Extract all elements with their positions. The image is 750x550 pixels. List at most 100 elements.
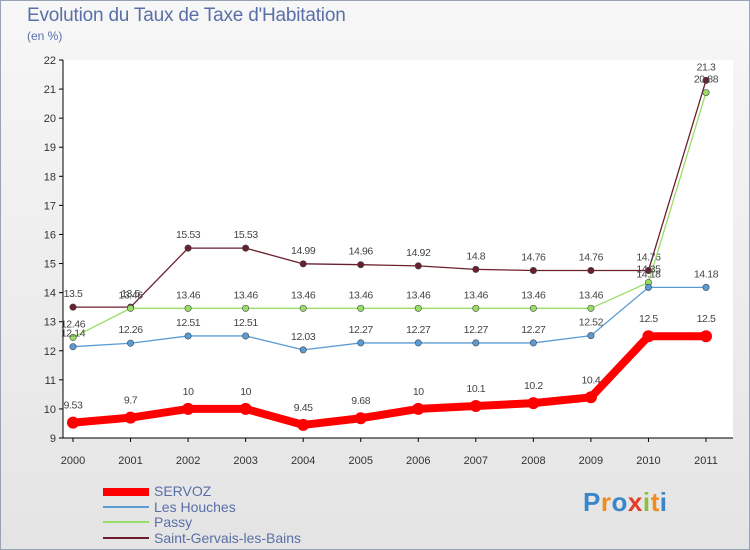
data-point [584,391,597,404]
logo-letter: t [650,487,660,517]
data-label: 20.88 [694,74,719,86]
data-point [702,89,710,97]
data-label: 9.7 [124,395,138,407]
data-point [700,330,712,343]
data-point [357,304,365,312]
data-point [299,304,307,312]
y-tick-label: 15 [44,259,56,271]
logo-letter: r [600,487,612,517]
legend-label-passy: Passy [154,514,193,530]
series-servoz: 9.53 9.7 10 10 9.45 9.68 10 10.1 10.2 10.4 12.5 12.… [64,313,716,431]
legend-swatch-passy [103,521,149,523]
data-point [299,260,307,268]
y-tick-label: 19 [44,142,56,154]
proxiti-logo: Proxiti [583,487,667,518]
data-label: 9.68 [351,395,370,407]
data-point [472,265,480,273]
data-label: 10.4 [581,374,600,386]
x-tick-label: 2011 [694,455,718,467]
data-point [69,343,77,351]
data-label: 14.35 [636,263,661,275]
data-label: 12.5 [697,313,716,325]
data-point [127,304,135,312]
legend-label-servoz: SERVOZ [154,483,212,499]
data-label: 12.27 [349,324,374,336]
series-line [72,91,707,339]
data-label: 12.46 [61,318,86,330]
y-tick-label: 9 [50,433,56,445]
data-label: 12.27 [464,324,489,336]
data-point [124,411,137,424]
data-label: 10.2 [524,380,543,392]
data-point [182,402,195,415]
data-point [242,332,250,340]
legend-swatch-saint-gervais [103,536,149,539]
data-point [702,283,710,291]
y-tick-label: 11 [45,375,56,387]
logo-letter: o [611,487,628,517]
data-point [529,304,537,312]
y-tick-label: 12 [44,346,56,358]
chart-subtitle: (en %) [27,29,63,43]
data-label: 14.18 [636,268,661,280]
data-point [529,339,537,347]
logo-letter: i [659,487,668,517]
data-point [242,244,250,252]
data-label: 14.18 [694,268,719,280]
y-tick-label: 17 [44,200,56,212]
data-point [414,304,422,312]
data-point [587,267,595,275]
data-label: 10 [240,386,251,398]
data-point [472,304,480,312]
data-point [69,303,77,311]
data-point [412,402,425,415]
data-label: 12.5 [639,313,658,325]
data-label: 12.27 [406,324,431,336]
data-point [587,304,595,312]
data-label: 14.96 [349,246,374,258]
x-tick-label: 2001 [118,455,142,467]
legend-swatch-les-houches [103,505,149,508]
data-label: 12.03 [291,331,316,343]
y-tick-label: 16 [44,229,56,241]
data-point [184,244,192,252]
logo-letter: i [642,487,651,517]
data-label: 10 [413,386,424,398]
data-label: 13.46 [176,289,201,301]
logo-letter: x [627,487,643,517]
x-tick-label: 2004 [291,455,315,467]
data-label: 13.46 [406,289,431,301]
data-label: 13.46 [521,289,546,301]
series-les-houches: 12.14 12.26 12.51 12.51 12.03 12.27 12.27 12.27… [61,268,719,354]
y-tick-label: 14 [44,288,56,300]
data-label: 12.26 [118,324,143,336]
data-label: 13.46 [118,289,143,301]
data-point [127,339,135,347]
data-label: 14.99 [291,245,316,257]
x-tick-label: 2008 [521,455,545,467]
data-point [357,339,365,347]
data-point [644,283,652,291]
data-point [472,339,480,347]
data-label: 13.46 [291,289,316,301]
data-point [702,76,710,84]
data-point [357,261,365,269]
y-tick-label: 10 [44,404,56,416]
data-point [297,418,310,431]
x-tick-label: 2010 [636,455,660,467]
data-point [414,339,422,347]
x-tick-label: 2007 [464,455,488,467]
data-label: 13.46 [349,289,374,301]
data-label: 10 [183,386,194,398]
data-label: 12.52 [579,317,604,329]
series-line [72,286,707,351]
data-point [414,262,422,270]
data-label: 12.51 [176,317,201,329]
series-passy: 12.46 13.46 13.46 13.46 13.46 13.46 13.46 13.46… [61,74,719,341]
legend-swatch-servoz [103,488,149,496]
data-label: 12.14 [61,328,86,340]
x-tick-label: 2000 [61,455,85,467]
data-point [184,332,192,340]
data-point [469,400,482,413]
x-tick-label: 2002 [176,455,200,467]
